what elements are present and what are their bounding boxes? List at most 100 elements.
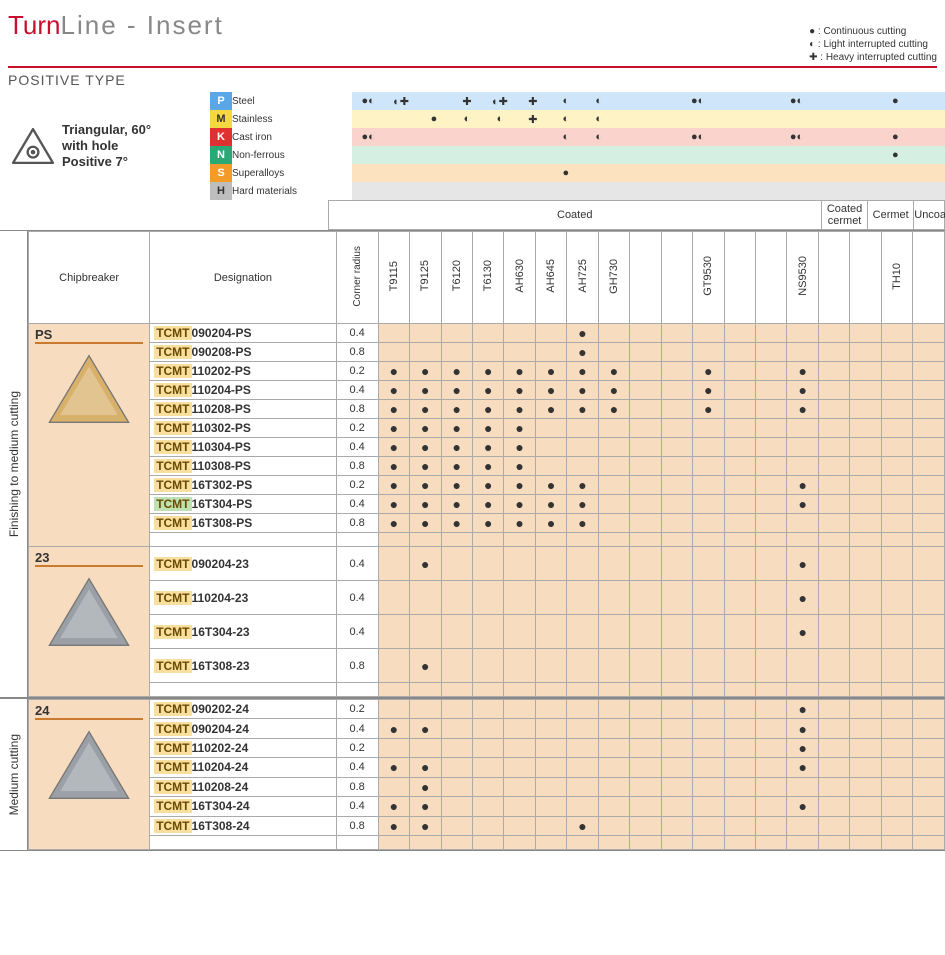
availability-cell: ● [410,400,441,419]
availability-cell [598,816,629,835]
availability-cell [756,343,787,362]
mat-cell: ◐ [549,110,582,128]
designation-cell: TCMT16T308-23 [150,649,336,683]
availability-cell [850,719,881,738]
availability-cell [881,419,912,438]
availability-cell: ● [535,362,566,381]
availability-cell: ● [535,381,566,400]
availability-cell [441,797,472,816]
availability-cell [724,476,755,495]
mat-cell [418,128,451,146]
availability-cell: ● [787,758,818,777]
availability-cell [598,615,629,649]
mat-cell [846,110,879,128]
availability-cell [567,777,598,796]
availability-cell [630,457,661,476]
availability-cell [881,797,912,816]
availability-cell [441,758,472,777]
material-row: M Stainless ●◐◐✚◐◐ [210,110,945,128]
availability-cell: ● [472,419,503,438]
availability-cell [598,719,629,738]
availability-cell [661,381,692,400]
column-header-row: Chipbreaker Designation Corner radius T9… [29,232,945,324]
availability-cell [630,581,661,615]
availability-cell [724,324,755,343]
availability-cell [693,324,724,343]
mat-cell [846,92,879,110]
mat-cell [483,182,516,200]
availability-cell [850,457,881,476]
availability-cell [881,457,912,476]
mat-cell [846,182,879,200]
availability-cell [378,615,409,649]
availability-cell [913,495,945,514]
chipbreaker-code: PS [35,327,143,344]
mat-cell: ◐ [483,110,516,128]
material-code: M [210,110,232,128]
radius-cell: 0.8 [336,457,378,476]
availability-cell: ● [441,457,472,476]
availability-cell [756,438,787,457]
material-row: H Hard materials [210,182,945,200]
availability-cell [535,719,566,738]
designation-cell: TCMT110208-24 [150,777,336,796]
insert-description: Triangular, 60°with holePositive 7° [0,92,210,200]
availability-cell [504,547,535,581]
mat-cell [615,110,648,128]
availability-cell [504,649,535,683]
availability-cell [881,758,912,777]
grade-header: T6130 [472,232,503,324]
material-label: Superalloys [232,164,352,182]
availability-cell [472,719,503,738]
mat-cell [813,182,846,200]
availability-cell [472,547,503,581]
availability-cell [661,649,692,683]
material-code: H [210,182,232,200]
availability-cell [850,438,881,457]
availability-cell [913,758,945,777]
availability-cell [881,547,912,581]
availability-cell [410,738,441,757]
availability-cell: ● [410,649,441,683]
table-row: TCMT16T304-24 0.4 ●●● [29,797,945,816]
grade-header [661,232,692,324]
availability-cell: ● [504,476,535,495]
availability-cell [378,547,409,581]
mat-cell: ●◐ [780,92,813,110]
availability-cell: ● [472,362,503,381]
availability-cell [881,343,912,362]
availability-cell: ● [410,514,441,533]
mat-cell [681,182,714,200]
availability-cell [598,700,629,719]
availability-cell: ● [410,797,441,816]
grade-header: GH730 [598,232,629,324]
availability-cell [598,738,629,757]
availability-cell: ● [441,514,472,533]
availability-cell: ● [378,495,409,514]
availability-cell [472,700,503,719]
availability-cell: ● [504,495,535,514]
mat-cell [780,164,813,182]
availability-cell [756,381,787,400]
availability-cell [630,419,661,438]
radius-cell: 0.4 [336,758,378,777]
mat-cell [714,182,747,200]
availability-cell [913,581,945,615]
availability-cell [410,324,441,343]
mat-cell: ●◐ [352,128,385,146]
mat-cell [450,164,483,182]
availability-cell [693,797,724,816]
availability-cell [913,738,945,757]
chipbreaker-cell: 23 [29,547,150,697]
availability-cell [724,343,755,362]
mat-cell [780,110,813,128]
availability-cell [630,777,661,796]
availability-cell: ● [787,400,818,419]
mat-cell [450,128,483,146]
availability-cell [472,649,503,683]
availability-cell [756,495,787,514]
mat-cell [352,164,385,182]
availability-cell [913,438,945,457]
availability-cell [472,581,503,615]
availability-cell: ● [472,400,503,419]
